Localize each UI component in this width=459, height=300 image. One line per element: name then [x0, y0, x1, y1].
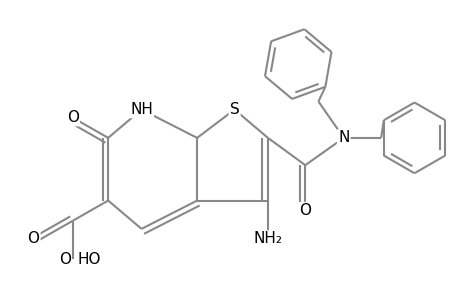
Text: O: O	[27, 232, 39, 247]
Text: O: O	[67, 110, 78, 125]
Text: NH₂: NH₂	[253, 232, 282, 247]
Text: N: N	[337, 130, 349, 146]
Text: HO: HO	[78, 252, 101, 267]
Text: O: O	[59, 252, 71, 267]
Text: S: S	[229, 102, 239, 117]
Text: NH: NH	[130, 102, 153, 117]
Text: O: O	[299, 203, 311, 218]
